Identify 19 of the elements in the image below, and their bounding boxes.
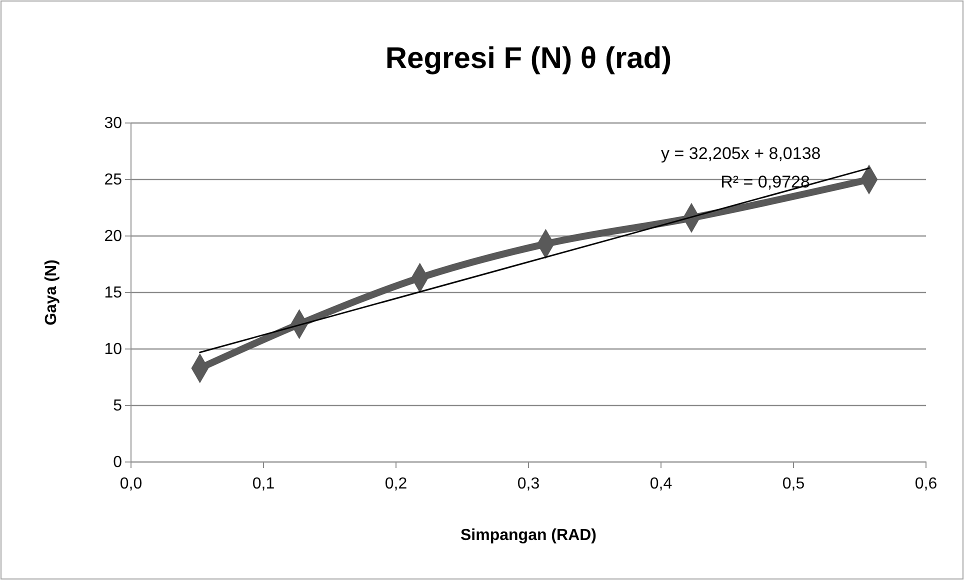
y-tick-label: 30: [104, 115, 122, 132]
y-tick-label: 10: [104, 341, 122, 358]
y-tick-label: 25: [104, 172, 122, 189]
y-tick-label: 15: [104, 284, 122, 302]
y-axis-title: Gaya (N): [43, 260, 60, 326]
annotation: R² = 0,9728: [720, 172, 810, 192]
x-tick-label: 0,6: [914, 476, 938, 493]
annotation: y = 32,205x + 8,0138: [661, 144, 821, 164]
x-tick-label: 0,3: [517, 476, 540, 493]
y-tick-label: 20: [104, 228, 122, 246]
x-tick-label: 0,2: [384, 476, 408, 493]
x-tick-label: 0,5: [782, 476, 805, 493]
chart-title: Regresi F (N) θ (rad): [385, 42, 672, 75]
y-tick-label: 5: [113, 398, 122, 415]
x-tick-label: 0,1: [252, 476, 275, 493]
x-tick-label: 0,0: [120, 476, 142, 493]
y-tick-label: 0: [113, 454, 122, 472]
x-axis-title: Simpangan (RAD): [460, 527, 596, 544]
x-tick-label: 0,4: [650, 476, 672, 493]
